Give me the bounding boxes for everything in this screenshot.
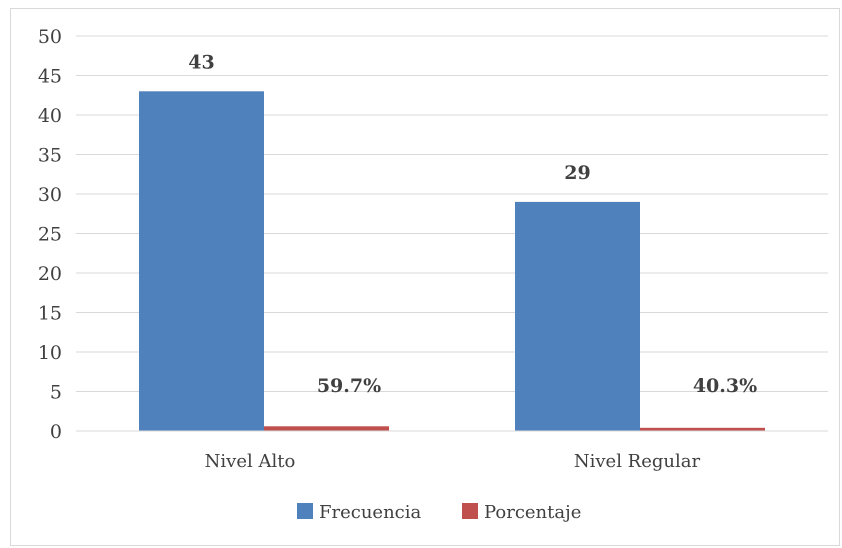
y-tick-label: 5 [50, 382, 62, 404]
bar-porcentaje-1 [640, 427, 765, 431]
x-axis-category-labels: Nivel Alto Nivel Regular [205, 451, 701, 472]
y-axis-tick-labels: 0 5 10 15 20 25 30 35 40 45 50 [38, 26, 62, 443]
bars [139, 91, 765, 432]
y-tick-label: 10 [38, 342, 62, 364]
y-tick-label: 25 [38, 224, 62, 246]
legend: Frecuencia Porcentaje [297, 502, 581, 523]
data-label-frecuencia-0: 43 [188, 51, 214, 73]
y-tick-label: 15 [38, 303, 62, 325]
legend-swatch-frecuencia [297, 503, 313, 519]
y-tick-label: 50 [38, 26, 62, 48]
bar-porcentaje-0 [264, 426, 389, 431]
legend-label-frecuencia: Frecuencia [319, 502, 422, 523]
category-label: Nivel Regular [574, 451, 701, 472]
bar-frecuencia-0 [139, 91, 264, 432]
y-tick-label: 0 [50, 421, 62, 443]
legend-label-porcentaje: Porcentaje [484, 502, 581, 523]
y-tick-label: 30 [38, 184, 62, 206]
data-label-porcentaje-0: 59.7% [317, 375, 381, 397]
y-tick-label: 20 [38, 263, 62, 285]
y-tick-label: 45 [38, 66, 62, 88]
category-label: Nivel Alto [205, 451, 296, 472]
data-label-frecuencia-1: 29 [564, 162, 590, 184]
data-labels: 43 59.7% 29 40.3% [188, 51, 757, 397]
y-tick-label: 40 [38, 105, 62, 127]
bar-frecuencia-1 [515, 201, 640, 431]
legend-swatch-porcentaje [462, 503, 478, 519]
data-label-porcentaje-1: 40.3% [693, 375, 757, 397]
y-tick-label: 35 [38, 145, 62, 167]
